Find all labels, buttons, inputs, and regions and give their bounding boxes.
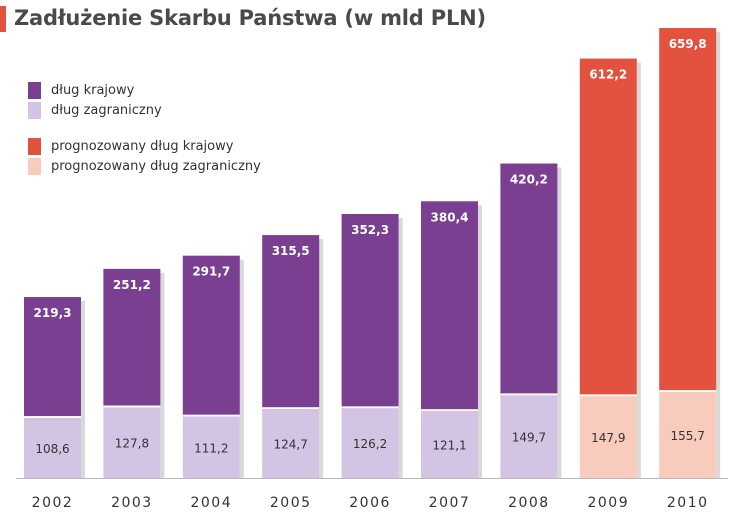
title-accent-bar	[0, 6, 6, 32]
bar-domestic-2007	[421, 201, 478, 412]
bar-domestic-2010	[659, 28, 717, 393]
x-tick-label-2003: 2003	[111, 495, 153, 511]
bar-foreign-2007	[421, 411, 478, 478]
bar-divider-2006	[341, 406, 399, 409]
data-label-domestic-2009: 612,2	[589, 68, 627, 82]
bar-shadow-2008	[557, 167, 562, 478]
data-label-domestic-2008: 420,2	[510, 173, 548, 187]
bar-shadow-2007	[478, 205, 482, 479]
x-tick-label-2010: 2010	[667, 495, 709, 511]
bar-domestic-2005	[262, 235, 320, 410]
bar-shadow-2005	[319, 239, 324, 478]
data-label-foreign-2006: 126,2	[353, 437, 387, 451]
bar-divider-2007	[421, 409, 478, 412]
x-tick-label-2004: 2004	[190, 495, 232, 511]
bar-shadow-2004	[239, 259, 244, 478]
x-tick-label-2006: 2006	[349, 495, 391, 511]
data-label-domestic-2010: 659,8	[669, 37, 707, 51]
bar-divider-2008	[500, 393, 558, 396]
bar-foreign-2010	[659, 392, 717, 478]
bar-divider-2009	[579, 394, 637, 397]
data-label-domestic-2004: 291,7	[192, 265, 230, 279]
bar-divider-2002	[24, 416, 81, 419]
bar-domestic-2006	[341, 213, 399, 409]
bar-foreign-2009	[579, 396, 637, 478]
data-label-domestic-2006: 352,3	[351, 223, 389, 237]
x-tick-label-2008: 2008	[508, 495, 550, 511]
bar-foreign-2003	[103, 407, 161, 478]
data-label-foreign-2004: 111,2	[194, 441, 228, 455]
chart-title: Zadłużenie Skarbu Państwa (w mld PLN)	[14, 6, 486, 30]
x-tick-label-2007: 2007	[429, 495, 471, 511]
legend-label-forecast-foreign: prognozowany dług zagraniczny	[51, 158, 261, 174]
bar-divider-2004	[182, 414, 240, 417]
legend-item-forecast-domestic: prognozowany dług krajowy	[28, 136, 261, 156]
legend-label-forecast-domestic: prognozowany dług krajowy	[51, 138, 234, 154]
data-label-foreign-2009: 147,9	[591, 431, 625, 445]
legend-item-domestic: dług krajowy	[28, 80, 261, 100]
bar-divider-2005	[262, 407, 320, 410]
x-tick-label-2005: 2005	[270, 495, 312, 511]
legend-swatch-forecast-foreign	[28, 157, 41, 175]
bar-domestic-2009	[579, 58, 637, 397]
legend-label-foreign: dług zagraniczny	[51, 102, 162, 118]
bar-foreign-2005	[262, 409, 320, 478]
bar-domestic-2004	[182, 255, 240, 417]
bar-domestic-2002	[24, 297, 81, 419]
legend-item-forecast-foreign: prognozowany dług zagraniczny	[28, 156, 261, 176]
data-label-domestic-2002: 219,3	[34, 306, 72, 320]
bar-shadow-2003	[160, 272, 165, 478]
x-tick-label-2002: 2002	[32, 495, 74, 511]
data-label-foreign-2005: 124,7	[274, 438, 308, 452]
bar-domestic-2008	[500, 163, 558, 396]
bar-foreign-2006	[341, 408, 399, 478]
legend-label-domestic: dług krajowy	[51, 82, 135, 98]
bar-foreign-2002	[24, 418, 81, 478]
bar-shadow-2009	[636, 62, 641, 479]
legend-swatch-forecast-domestic	[28, 137, 41, 155]
legend: dług krajowy dług zagraniczny prognozowa…	[28, 80, 261, 176]
bar-divider-2010	[659, 390, 717, 393]
bar-shadow-2006	[398, 217, 403, 479]
data-label-foreign-2010: 155,7	[671, 429, 705, 443]
bar-foreign-2008	[500, 395, 558, 478]
data-label-domestic-2005: 315,5	[272, 244, 310, 258]
data-label-domestic-2003: 251,2	[113, 278, 151, 292]
data-label-foreign-2002: 108,6	[35, 442, 69, 456]
legend-swatch-foreign	[28, 101, 41, 119]
data-label-foreign-2008: 149,7	[512, 431, 546, 445]
data-label-domestic-2007: 380,4	[431, 210, 469, 224]
bar-domestic-2003	[103, 268, 161, 408]
legend-item-foreign: dług zagraniczny	[28, 100, 261, 120]
x-tick-label-2009: 2009	[587, 495, 629, 511]
bar-shadow-2002	[81, 301, 85, 478]
data-label-foreign-2007: 121,1	[432, 439, 466, 453]
bar-shadow-2010	[716, 32, 721, 478]
bar-divider-2003	[103, 405, 161, 408]
legend-swatch-domestic	[28, 81, 41, 99]
bar-foreign-2004	[182, 416, 240, 478]
data-label-foreign-2003: 127,8	[115, 437, 149, 451]
